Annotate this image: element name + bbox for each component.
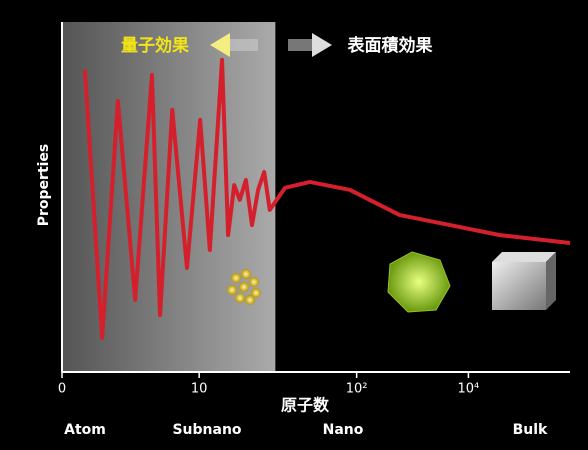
x-tick-label: 0 [58,382,66,397]
x-tick-label: 10⁴ [458,382,480,397]
region-label: Atom [64,422,106,438]
region-label: Subnano [172,422,241,438]
left-label: 量子効果 [121,35,189,56]
data-line [82,57,571,340]
x-tick-label: 10² [346,382,368,397]
nano-particle-icon [387,251,451,313]
y-axis-label: Properties [36,144,52,227]
subnano-cluster-icon [227,269,261,305]
right-arrow [288,33,332,57]
left-arrow [210,33,258,57]
bulk-cube-icon [492,252,556,310]
region-label: Nano [323,422,364,438]
region-label: Bulk [513,422,548,438]
right-label: 表面積効果 [348,35,433,56]
x-axis-label: 原子数 [281,396,330,415]
x-tick-label: 10 [191,382,208,397]
